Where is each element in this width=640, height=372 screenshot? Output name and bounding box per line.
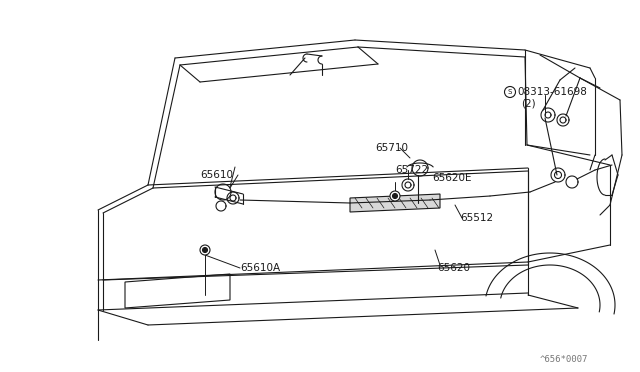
Circle shape [392, 193, 397, 199]
Text: (2): (2) [521, 98, 536, 108]
Circle shape [202, 247, 207, 253]
Text: S: S [508, 89, 512, 95]
Text: ^656*0007: ^656*0007 [540, 356, 588, 365]
Text: 65610A: 65610A [240, 263, 280, 273]
Text: 65722: 65722 [395, 165, 428, 175]
Text: 65620E: 65620E [432, 173, 472, 183]
Polygon shape [350, 194, 440, 212]
Text: 08313-61698: 08313-61698 [517, 87, 587, 97]
Text: 65710: 65710 [375, 143, 408, 153]
Text: 65610: 65610 [200, 170, 233, 180]
Text: 65620: 65620 [437, 263, 470, 273]
Circle shape [390, 191, 400, 201]
Circle shape [200, 245, 210, 255]
Text: 65512: 65512 [460, 213, 493, 223]
Circle shape [504, 87, 515, 97]
